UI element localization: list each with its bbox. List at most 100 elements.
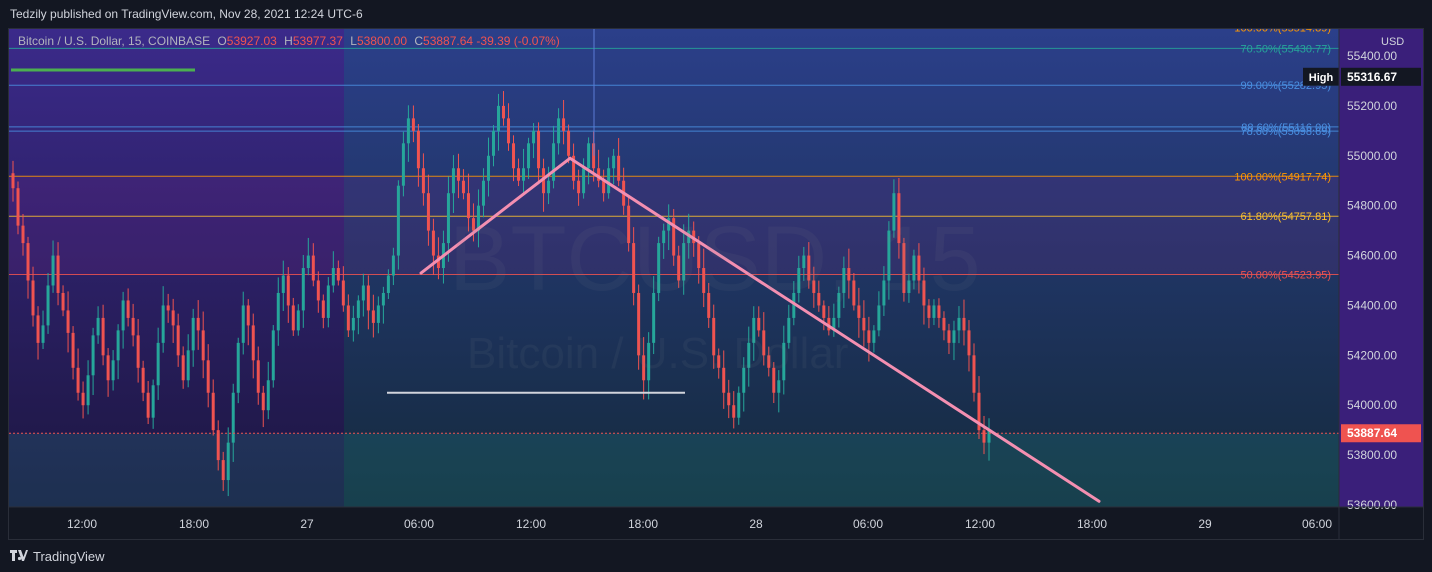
candle-body — [707, 292, 711, 318]
x-tick-label: 06:00 — [1302, 517, 1332, 531]
candle-body — [562, 118, 566, 131]
candle-body — [717, 355, 721, 368]
candle-body — [66, 310, 70, 333]
candle-body — [847, 268, 851, 281]
candle-body — [657, 243, 661, 293]
candle-body — [697, 243, 701, 269]
candle-body — [507, 118, 511, 144]
close-value: 53887.64 — [423, 34, 474, 48]
candle-body — [471, 218, 475, 231]
y-tick-label: 53600.00 — [1347, 498, 1397, 512]
candle-body — [436, 255, 440, 269]
footer: TradingView — [0, 540, 1432, 572]
x-tick-label: 12:00 — [67, 517, 97, 531]
candle-body — [366, 285, 370, 311]
candle-body — [331, 268, 335, 286]
candle-body — [867, 330, 871, 343]
candle-body — [887, 230, 891, 281]
fib-label: 78.60%(55098.69) — [1240, 126, 1331, 138]
x-tick-label: 28 — [749, 517, 763, 531]
candle-body — [16, 188, 20, 226]
candle-body — [767, 355, 771, 368]
candle-body — [782, 342, 786, 381]
candle-body — [396, 185, 400, 256]
candle-body — [291, 305, 295, 331]
candle-body — [71, 332, 75, 368]
candle-body — [917, 255, 921, 281]
candle-body — [652, 292, 656, 343]
candle-body — [607, 168, 611, 194]
candle-body — [522, 168, 526, 181]
candle-body — [201, 330, 205, 361]
candle-body — [241, 305, 245, 343]
candle-body — [712, 317, 716, 356]
candle-body — [166, 305, 170, 311]
candle-body — [617, 155, 621, 181]
trendline-down — [568, 156, 1101, 503]
candle-body — [882, 280, 886, 306]
candle-body — [416, 130, 420, 169]
candle-body — [677, 255, 681, 281]
candle-body — [877, 305, 881, 331]
x-tick-label: 12:00 — [516, 517, 546, 531]
open-value: 53927.03 — [226, 34, 277, 48]
candle-body — [141, 367, 145, 393]
candle-body — [912, 255, 916, 281]
candle-body — [81, 392, 85, 406]
candle-body — [727, 392, 731, 406]
candle-body — [206, 360, 210, 393]
candle-body — [26, 243, 30, 281]
candle-body — [226, 442, 230, 481]
y-tick-label: 54200.00 — [1347, 348, 1397, 362]
candle-body — [161, 305, 165, 343]
candle-body — [151, 385, 155, 418]
candle-body — [481, 180, 485, 206]
tradingview-brand[interactable]: TradingView — [33, 548, 105, 564]
candle-body — [787, 317, 791, 343]
candle-body — [777, 380, 781, 393]
chart-frame[interactable]: 100.00%(55514.89)70.50%(55430.77)99.00%(… — [8, 28, 1424, 540]
candle-body — [111, 360, 115, 381]
low-value: 53800.00 — [356, 34, 407, 48]
y-tick-label: 54600.00 — [1347, 249, 1397, 263]
x-tick-label: 27 — [300, 517, 314, 531]
candle-body — [376, 305, 380, 323]
candle-body — [496, 105, 500, 131]
fib-label: 61.80%(54757.81) — [1240, 211, 1331, 223]
candle-body — [757, 317, 761, 331]
candle-body — [502, 105, 506, 119]
tradingview-logo-icon[interactable] — [10, 549, 28, 564]
x-tick-label: 12:00 — [965, 517, 995, 531]
candle-body — [156, 342, 160, 386]
lower-zone — [9, 433, 1339, 507]
candle-body — [36, 315, 40, 343]
candle-body — [812, 280, 816, 293]
x-tick-label: 29 — [1198, 517, 1212, 531]
candle-body — [827, 317, 831, 331]
candle-body — [897, 193, 901, 244]
y-tick-label: 54800.00 — [1347, 199, 1397, 213]
candle-body — [922, 280, 926, 306]
candle-body — [126, 300, 130, 318]
candle-body — [927, 305, 931, 318]
candle-body — [947, 330, 951, 343]
candle-body — [547, 180, 551, 194]
candle-body — [216, 430, 220, 461]
candle-body — [632, 243, 636, 293]
high-price-bg — [1341, 67, 1421, 86]
price-chart[interactable]: 100.00%(55514.89)70.50%(55430.77)99.00%(… — [9, 29, 1423, 539]
candle-body — [456, 168, 460, 181]
candle-body — [131, 317, 135, 336]
low-label: L — [350, 34, 357, 48]
candle-body — [792, 292, 796, 318]
candle-body — [91, 335, 95, 376]
candle-body — [952, 330, 956, 343]
fib-label: 70.50%(55430.77) — [1240, 43, 1331, 55]
candle-body — [627, 205, 631, 244]
candle-body — [737, 392, 741, 418]
candle-body — [577, 180, 581, 194]
high-label: H — [284, 34, 293, 48]
candle-body — [266, 380, 270, 411]
candle-body — [21, 225, 25, 244]
candle-body — [406, 118, 410, 144]
